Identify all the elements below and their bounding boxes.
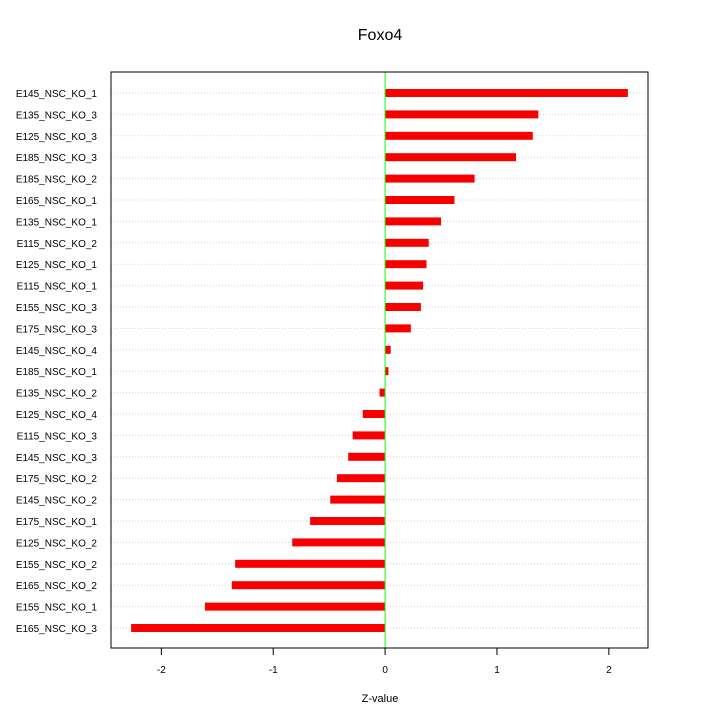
y-tick-label: E115_NSC_KO_2 [17, 239, 98, 250]
y-tick-label: E145_NSC_KO_2 [16, 496, 98, 507]
bar-E125_NSC_KO_1 [385, 260, 427, 269]
chart-title: Foxo4 [358, 27, 403, 44]
bar-E185_NSC_KO_3 [385, 153, 516, 162]
bar-E145_NSC_KO_3 [348, 452, 386, 461]
y-tick-label: E155_NSC_KO_2 [16, 560, 98, 571]
bar-E165_NSC_KO_1 [385, 196, 455, 204]
bar-E185_NSC_KO_2 [385, 174, 475, 183]
y-tick-label: E175_NSC_KO_1 [16, 517, 98, 528]
bar-E145_NSC_KO_1 [385, 89, 628, 97]
bar-E135_NSC_KO_3 [385, 110, 539, 119]
y-tick-label: E145_NSC_KO_3 [16, 453, 98, 464]
bar-E185_NSC_KO_1 [385, 367, 389, 376]
y-tick-label: E155_NSC_KO_3 [16, 303, 98, 314]
y-tick-label: E165_NSC_KO_2 [16, 581, 98, 592]
y-tick-label: E185_NSC_KO_1 [16, 367, 98, 378]
grid-layer [111, 92, 648, 629]
y-axis-labels: E145_NSC_KO_1 E135_NSC_KO_3 E125_NSC_KO_3 E… [16, 89, 98, 635]
bar-E145_NSC_KO_4 [385, 345, 391, 354]
bar-E125_NSC_KO_3 [385, 131, 533, 140]
bar-E135_NSC_KO_2 [379, 388, 386, 397]
x-tick-label: -2 [157, 665, 166, 676]
bar-E175_NSC_KO_1 [310, 517, 386, 525]
y-tick-label: E185_NSC_KO_2 [16, 175, 98, 186]
bar-E115_NSC_KO_3 [352, 431, 386, 440]
bar-E125_NSC_KO_2 [292, 538, 386, 547]
y-tick-label: E125_NSC_KO_2 [16, 538, 98, 549]
y-tick-label: E135_NSC_KO_1 [16, 217, 98, 228]
y-tick-label: E155_NSC_KO_1 [16, 603, 98, 614]
x-tick-label: 1 [494, 665, 500, 676]
y-tick-label: E165_NSC_KO_3 [16, 624, 98, 635]
y-tick-label: E145_NSC_KO_1 [16, 89, 98, 100]
x-tick-label: -1 [269, 665, 278, 676]
y-tick-label: E185_NSC_KO_3 [16, 153, 98, 164]
y-tick-label: E115_NSC_KO_1 [17, 282, 98, 293]
bar-E155_NSC_KO_3 [385, 303, 421, 311]
y-tick-label: E175_NSC_KO_2 [16, 474, 98, 485]
x-tick-label: 2 [606, 665, 612, 676]
y-tick-label: E115_NSC_KO_3 [17, 431, 98, 442]
bar-E165_NSC_KO_2 [231, 581, 386, 590]
y-tick-label: E125_NSC_KO_1 [16, 260, 98, 271]
y-tick-label: E125_NSC_KO_4 [16, 410, 98, 421]
bar-E145_NSC_KO_2 [330, 495, 386, 504]
bar-E135_NSC_KO_1 [385, 217, 442, 226]
bar-E155_NSC_KO_1 [204, 602, 386, 611]
bar-E175_NSC_KO_2 [336, 474, 386, 483]
bar-E165_NSC_KO_3 [131, 624, 386, 632]
bar-E115_NSC_KO_1 [385, 281, 424, 290]
bar-E115_NSC_KO_2 [385, 238, 429, 247]
x-axis-label: Z-value [362, 693, 399, 705]
bars-layer [131, 89, 628, 632]
y-tick-label: E135_NSC_KO_2 [16, 389, 98, 400]
bar-E155_NSC_KO_2 [235, 559, 386, 568]
x-axis: -2 -1 0 1 2 [157, 647, 612, 676]
bar-E125_NSC_KO_4 [362, 410, 386, 418]
y-tick-label: E125_NSC_KO_3 [16, 132, 98, 143]
y-tick-label: E165_NSC_KO_1 [16, 196, 98, 207]
y-tick-label: E175_NSC_KO_3 [16, 324, 98, 335]
y-tick-label: E135_NSC_KO_3 [16, 110, 98, 121]
bar-E175_NSC_KO_3 [385, 324, 411, 333]
x-tick-label: 0 [382, 665, 388, 676]
y-tick-label: E145_NSC_KO_4 [16, 346, 98, 357]
